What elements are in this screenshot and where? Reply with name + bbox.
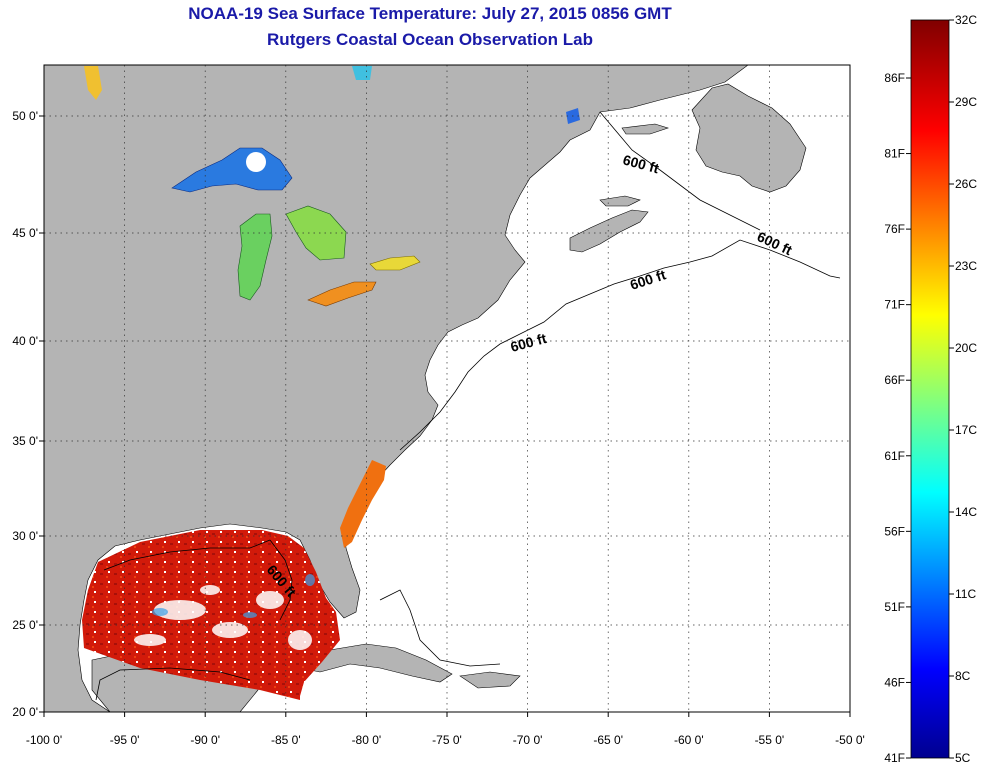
colorbar-labels: 32C 29C 26C 23C 20C 17C 14C 11C 8C 5C 86F 81F 76F 71F… <box>884 13 977 765</box>
colorbar-celsius-label: 26C <box>955 177 977 191</box>
y-tick-label: 20 0' <box>12 705 38 719</box>
colorbar <box>910 19 950 759</box>
lake-winnipeg-sst <box>84 66 102 100</box>
north-america-land <box>44 65 749 712</box>
x-tick-label: -65 0' <box>593 733 623 747</box>
isobath-600ft-contours <box>95 111 841 701</box>
gulf-sst-data <box>82 530 340 700</box>
hispaniola-land <box>459 671 521 689</box>
cuba-land <box>299 643 453 683</box>
nova-scotia-land <box>569 209 649 253</box>
colorbar-fahrenheit-label: 56F <box>884 524 905 538</box>
x-axis: -100 0' -95 0' -90 0' -85 0' -80 0' -75 0' -70… <box>26 712 865 747</box>
pei-land <box>599 195 641 207</box>
x-tick-label: -55 0' <box>755 733 785 747</box>
y-tick-label: 45 0' <box>12 226 38 240</box>
lake-ontario-sst <box>369 255 421 271</box>
lake-michigan-sst <box>237 213 273 301</box>
x-tick-label: -75 0' <box>432 733 462 747</box>
colorbar-celsius-label: 5C <box>955 751 971 765</box>
gulf-cloud-patches <box>134 585 312 650</box>
y-tick-label: 30 0' <box>12 529 38 543</box>
x-tick-label: -70 0' <box>513 733 543 747</box>
x-tick-label: -80 0' <box>352 733 382 747</box>
y-axis: 50 0' 45 0' 40 0' 35 0' 30 0' 25 0' 20 0' <box>12 109 44 719</box>
map-grid <box>44 65 850 712</box>
y-tick-label: 35 0' <box>12 434 38 448</box>
x-tick-label: -60 0' <box>674 733 704 747</box>
newfoundland-land <box>691 83 807 193</box>
atlantic-coast-sst-data <box>340 460 386 548</box>
map-title: NOAA-19 Sea Surface Temperature: July 27… <box>188 4 672 23</box>
colorbar-fahrenheit-label: 46F <box>884 675 905 689</box>
colorbar-celsius-label: 23C <box>955 259 977 273</box>
x-tick-label: -90 0' <box>190 733 220 747</box>
x-tick-label: -50 0' <box>835 733 865 747</box>
colorbar-fahrenheit-label: 41F <box>884 751 905 765</box>
x-tick-label: -85 0' <box>271 733 301 747</box>
lake-erie-sst <box>307 281 377 307</box>
colorbar-celsius-label: 8C <box>955 669 971 683</box>
colorbar-celsius-label: 14C <box>955 505 977 519</box>
lake-huron-sst <box>285 205 347 261</box>
gulf-cool-patches <box>152 574 315 618</box>
x-tick-label: -100 0' <box>26 733 62 747</box>
lake-superior-cloud <box>246 152 266 172</box>
colorbar-fahrenheit-label: 66F <box>884 373 905 387</box>
colorbar-fahrenheit-label: 86F <box>884 71 905 85</box>
colorbar-celsius-label: 32C <box>955 13 977 27</box>
colorbar-fahrenheit-label: 71F <box>884 298 905 312</box>
y-tick-label: 40 0' <box>12 334 38 348</box>
colorbar-celsius-label: 17C <box>955 423 977 437</box>
colorbar-celsius-label: 11C <box>955 587 976 601</box>
hudson-bay-sst <box>352 66 372 80</box>
colorbar-fahrenheit-label: 81F <box>884 147 905 161</box>
map-canvas: 600 ft 600 ft 600 ft 600 ft 600 ft <box>44 65 850 712</box>
colorbar-celsius-label: 20C <box>955 341 977 355</box>
y-tick-label: 50 0' <box>12 109 38 123</box>
x-tick-label: -95 0' <box>110 733 140 747</box>
map-subtitle: Rutgers Coastal Ocean Observation Lab <box>267 30 593 49</box>
anticosti-land <box>621 123 669 135</box>
colorbar-fahrenheit-label: 76F <box>884 222 905 236</box>
y-tick-label: 25 0' <box>12 618 38 632</box>
colorbar-celsius-label: 29C <box>955 95 977 109</box>
colorbar-fahrenheit-label: 51F <box>884 600 905 614</box>
colorbar-fahrenheit-label: 61F <box>884 449 905 463</box>
